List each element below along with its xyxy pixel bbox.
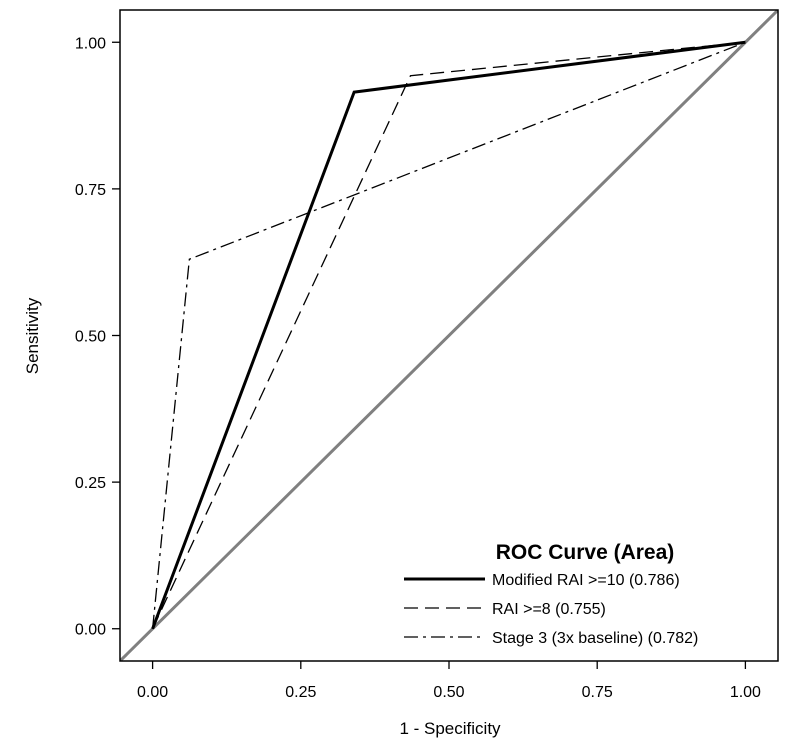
y-axis-title: Sensitivity	[23, 297, 42, 374]
x-tick-label: 1.00	[730, 684, 761, 701]
axis-ticks: 0.00 0.25 0.50 0.75 1.00 0.00 0.25 0.50 0.75 1.00	[75, 35, 761, 701]
x-axis-title: 1 - Specificity	[399, 719, 501, 738]
legend-items: Modified RAI >=10 (0.786) RAI >=8 (0.755)…	[404, 572, 698, 647]
series-line-3	[151, 41, 746, 629]
legend-title: ROC Curve (Area)	[496, 541, 675, 564]
x-tick-label: 0.75	[582, 684, 613, 701]
y-tick-label: 0.50	[75, 329, 106, 346]
y-tick-label: 0.25	[75, 475, 106, 492]
x-tick-label: 0.50	[433, 684, 464, 701]
plot-area	[119, 9, 779, 662]
legend-label-2: RAI >=8 (0.755)	[492, 601, 606, 618]
x-tick-label: 0.25	[285, 684, 316, 701]
y-tick-label: 0.75	[75, 182, 106, 199]
x-tick-label: 0.00	[137, 684, 168, 701]
y-tick-label: 0.00	[75, 622, 106, 639]
series-line-1	[151, 40, 746, 630]
y-tick-label: 1.00	[75, 35, 106, 52]
series-line-2	[152, 41, 746, 630]
legend-label-3: Stage 3 (3x baseline) (0.782)	[492, 630, 698, 647]
legend-label-1: Modified RAI >=10 (0.786)	[492, 572, 680, 589]
legend: ROC Curve (Area) Modified RAI >=10 (0.78…	[404, 541, 698, 647]
reference-diagonal-line	[120, 10, 778, 661]
